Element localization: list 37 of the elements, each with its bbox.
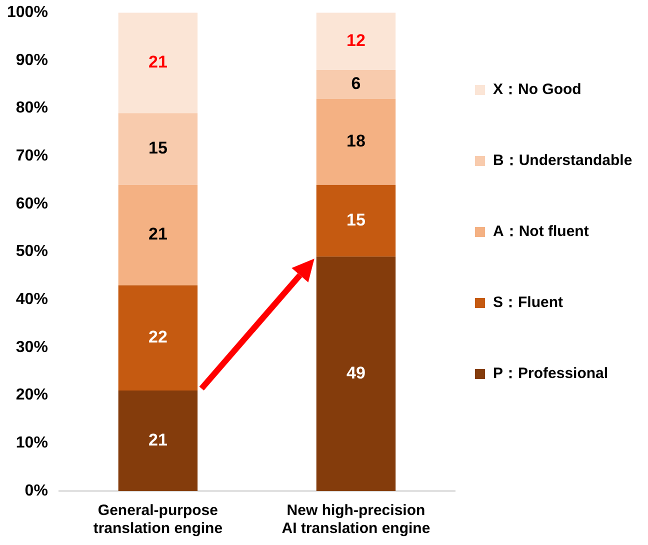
data-label: 49 xyxy=(346,363,366,382)
y-tick-label: 100% xyxy=(7,4,48,22)
legend-label: S：Fluent xyxy=(493,293,563,312)
x-tick-label: General-purpose translation engine xyxy=(93,502,223,538)
bar xyxy=(118,113,198,185)
bar xyxy=(316,184,396,257)
bar xyxy=(316,12,396,70)
bar xyxy=(118,12,198,114)
data-label: 15 xyxy=(148,138,168,158)
bar xyxy=(316,256,396,491)
bar xyxy=(316,70,396,99)
data-label: 18 xyxy=(346,131,366,150)
data-label: 15 xyxy=(346,210,366,230)
y-tick-label: 20% xyxy=(16,386,48,404)
data-label: 6 xyxy=(351,74,361,94)
y-tick-label: 10% xyxy=(16,434,48,452)
y-tick-label: 90% xyxy=(16,52,48,69)
y-tick-label: 0% xyxy=(24,482,48,500)
bar xyxy=(118,184,198,286)
bar xyxy=(316,98,396,185)
y-tick-label: 50% xyxy=(16,243,48,260)
y-tick-label: 40% xyxy=(16,291,48,308)
data-label: 12 xyxy=(346,30,366,50)
y-tick-label: 70% xyxy=(16,148,48,165)
x-tick-label: New high-precision AI translation engine xyxy=(282,502,430,538)
legend-label: P：Professional xyxy=(493,364,608,383)
bar xyxy=(118,390,198,491)
legend-label: X：No Good xyxy=(493,80,582,99)
y-tick-label: 60% xyxy=(16,195,48,212)
data-label: 22 xyxy=(148,328,168,347)
data-label: 21 xyxy=(148,52,168,72)
legend-label: B：Understandable xyxy=(493,151,632,170)
data-label: 21 xyxy=(148,430,168,450)
data-label: 21 xyxy=(148,224,168,244)
y-tick-label: 30% xyxy=(16,338,48,356)
y-tick-label: 80% xyxy=(16,100,48,117)
legend-label: A：Not fluent xyxy=(493,222,589,241)
